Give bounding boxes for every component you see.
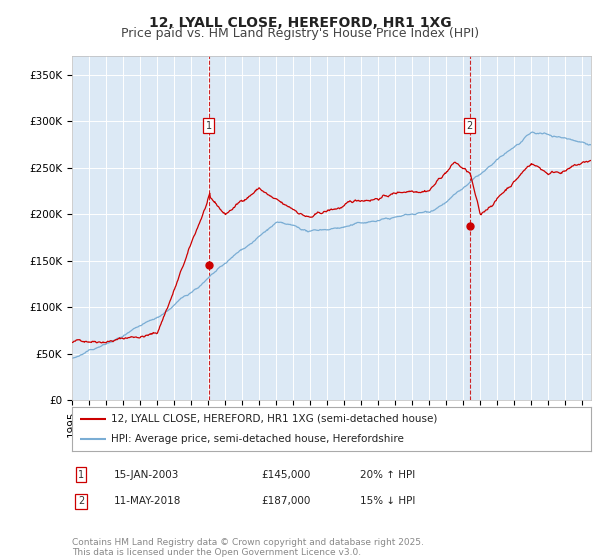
Text: 15% ↓ HPI: 15% ↓ HPI bbox=[360, 496, 415, 506]
Text: 11-MAY-2018: 11-MAY-2018 bbox=[114, 496, 181, 506]
Text: 12, LYALL CLOSE, HEREFORD, HR1 1XG (semi-detached house): 12, LYALL CLOSE, HEREFORD, HR1 1XG (semi… bbox=[111, 414, 437, 424]
Text: £145,000: £145,000 bbox=[261, 470, 310, 480]
Text: HPI: Average price, semi-detached house, Herefordshire: HPI: Average price, semi-detached house,… bbox=[111, 434, 404, 444]
Text: Price paid vs. HM Land Registry's House Price Index (HPI): Price paid vs. HM Land Registry's House … bbox=[121, 27, 479, 40]
Text: £187,000: £187,000 bbox=[261, 496, 310, 506]
Text: 15-JAN-2003: 15-JAN-2003 bbox=[114, 470, 179, 480]
Text: 1: 1 bbox=[206, 121, 212, 131]
Text: Contains HM Land Registry data © Crown copyright and database right 2025.
This d: Contains HM Land Registry data © Crown c… bbox=[72, 538, 424, 557]
Text: 20% ↑ HPI: 20% ↑ HPI bbox=[360, 470, 415, 480]
Text: 1: 1 bbox=[78, 470, 84, 480]
Text: 2: 2 bbox=[78, 496, 84, 506]
Text: 12, LYALL CLOSE, HEREFORD, HR1 1XG: 12, LYALL CLOSE, HEREFORD, HR1 1XG bbox=[149, 16, 451, 30]
Text: 2: 2 bbox=[466, 121, 473, 131]
